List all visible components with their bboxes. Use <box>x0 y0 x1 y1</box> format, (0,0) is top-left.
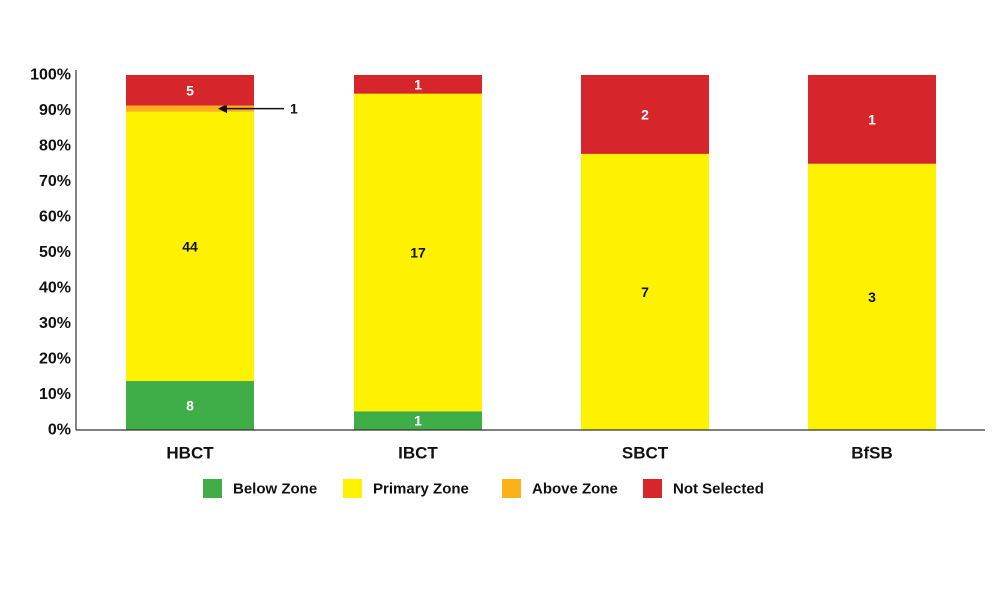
data-label: 17 <box>410 245 426 261</box>
bar-bfsb: 31 <box>808 75 936 430</box>
y-tick-label: 60% <box>39 209 71 226</box>
y-tick-label: 90% <box>39 102 71 119</box>
x-tick-label: BfSB <box>851 444 893 463</box>
legend-item-primary-zone: Primary Zone <box>343 479 469 498</box>
y-tick-label: 50% <box>39 244 71 261</box>
bar-segment-primary-zone <box>581 153 709 430</box>
bar-segment-primary-zone <box>126 111 254 382</box>
bar-segment-below-zone <box>354 411 482 430</box>
x-axis: HBCT IBCT SBCT BfSB <box>76 429 985 463</box>
legend-swatch <box>203 479 222 498</box>
bar-segment-primary-zone <box>808 163 936 430</box>
data-label: 3 <box>868 289 876 305</box>
data-label: 1 <box>868 111 876 127</box>
x-tick-label: IBCT <box>398 444 438 463</box>
y-tick-label: 70% <box>39 173 71 190</box>
bar-sbct: 72 <box>581 75 709 430</box>
bar-hbct: 8 44 1 5 <box>126 75 298 430</box>
data-label: 2 <box>641 106 649 122</box>
bar-segment-not-selected <box>581 75 709 154</box>
legend-item-below-zone: Below Zone <box>203 479 317 498</box>
y-tick-label: 0% <box>48 422 71 439</box>
x-tick-label: SBCT <box>622 444 669 463</box>
x-tick-label: HBCT <box>166 444 214 463</box>
bar-ibct: 1 17 1 <box>354 75 482 430</box>
legend-item-not-selected: Not Selected <box>643 479 764 498</box>
data-label: 5 <box>186 82 194 98</box>
bar-segment-not-selected <box>808 75 936 164</box>
data-label: 44 <box>182 238 198 254</box>
annotation-arrowhead <box>218 104 227 114</box>
bar-segment-primary-zone <box>354 93 482 412</box>
legend-label: Below Zone <box>233 481 317 498</box>
legend-swatch <box>643 479 662 498</box>
legend-label: Above Zone <box>532 481 618 498</box>
data-label: 1 <box>290 101 298 117</box>
legend-label: Not Selected <box>673 481 764 498</box>
legend-swatch <box>343 479 362 498</box>
data-label: 1 <box>414 76 422 92</box>
legend-swatch <box>502 479 521 498</box>
y-tick-label: 40% <box>39 280 71 297</box>
y-tick-label: 10% <box>39 386 71 403</box>
legend: Below Zone Primary Zone Above Zone Not Sele… <box>203 479 764 498</box>
bar-segment-not-selected <box>354 75 482 94</box>
y-tick-label: 80% <box>39 138 71 155</box>
y-axis: 0% 10% 20% 30% 40% 50% 60% 70% 80% 90% 100% <box>30 67 77 439</box>
bar-segment-below-zone <box>126 381 254 430</box>
data-label: 8 <box>186 398 194 414</box>
data-label: 7 <box>641 284 649 300</box>
bar-segment-not-selected <box>126 75 254 106</box>
y-tick-label: 100% <box>30 67 71 84</box>
bar-segment-above-zone <box>126 105 254 112</box>
y-tick-label: 30% <box>39 315 71 332</box>
legend-item-above-zone: Above Zone <box>502 479 618 498</box>
legend-label: Primary Zone <box>373 481 469 498</box>
y-tick-label: 20% <box>39 351 71 368</box>
data-label: 1 <box>414 413 422 429</box>
